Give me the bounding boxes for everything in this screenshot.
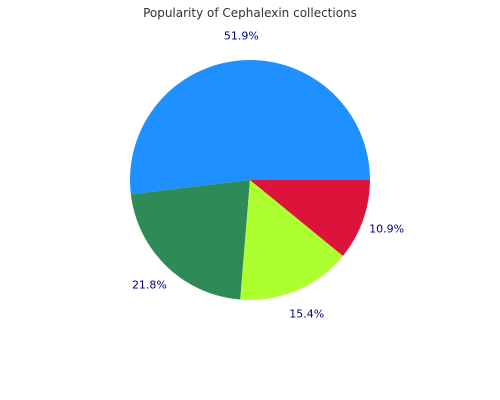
pie-slice-label: 51.9% [224,29,259,42]
pie-slice [250,180,370,256]
pie-slices [130,60,370,301]
pie-slice [240,180,343,301]
pie-slice-label: 15.4% [289,307,324,320]
chart-title: Popularity of Cephalexin collections [143,6,357,20]
pie-slice-label: 21.8% [132,278,167,291]
pie-slice [130,60,370,195]
pie-labels: 51.9% 21.8% 15.4% 10.9% [132,29,404,320]
pie-slice-label: 10.9% [369,223,404,236]
pie-slice [130,180,250,300]
